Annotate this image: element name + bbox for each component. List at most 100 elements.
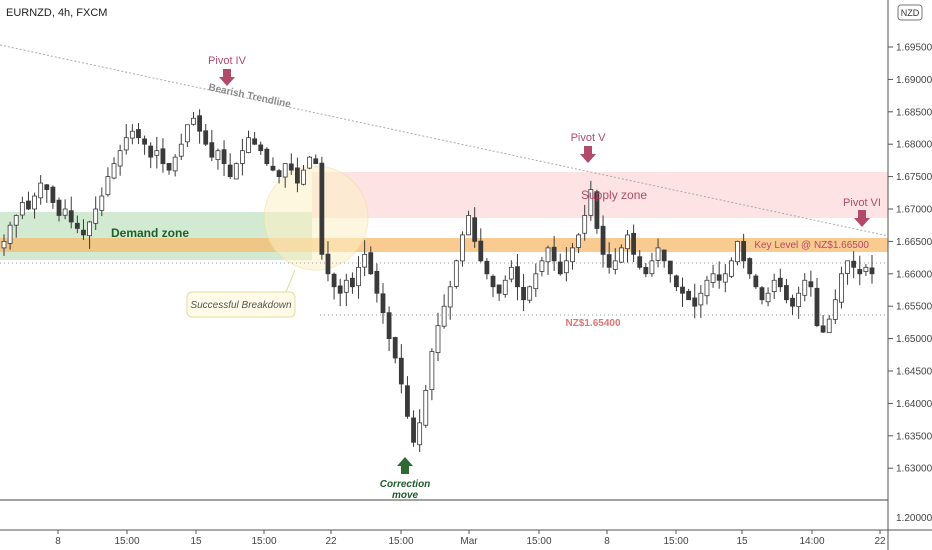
currency-badge-label: NZD [901,8,920,18]
candle-body-bearish [557,261,563,275]
candle-body-bullish [129,130,135,139]
candle-body-bearish [374,270,380,294]
y-tick-label: 1.63500 [896,431,932,442]
candle-body-bullish [771,279,777,292]
currency-badge[interactable]: NZD [897,4,923,21]
candle-body-bullish [453,260,459,287]
candle-body-bullish [429,351,435,391]
candle-body-bullish [356,266,361,287]
candle-body-bullish [154,150,160,156]
candle-body-bearish [197,115,203,132]
candles-layer [1,109,875,453]
candle-body-bearish [50,186,56,203]
y-tick-label: 1.69000 [896,75,932,86]
candle-body-bearish [227,164,233,177]
candle-body-bearish [56,199,62,216]
y-tick-label: 1.68000 [896,140,932,151]
candle-body-bullish [845,260,850,274]
candle-body-bullish [19,202,25,216]
candle-body-bullish [105,176,111,196]
candle-body-bearish [405,385,410,417]
candle-body-bearish [136,129,141,139]
candle-body-bullish [863,266,869,272]
candle-body-bullish [282,163,288,178]
candle-body-bullish [307,156,313,169]
candle-body-bearish [81,229,86,236]
candle-body-bullish [649,260,655,275]
candle-body-bearish [411,417,416,443]
candle-body-bullish [533,273,539,290]
candle-body-bullish [802,279,808,296]
candle-body-bearish [148,145,154,158]
x-tick-label: 15 [190,536,202,547]
breakdown-callout-box [186,291,296,318]
candle-body-bearish [252,138,258,145]
candle-body-bullish [447,286,453,308]
candle-body-bullish [93,208,99,224]
breakdown-callout-text: Successful Breakdown [190,300,292,311]
candle-body-bullish [111,163,117,179]
candle-body-bullish [13,215,19,226]
candle-body-bullish [123,137,129,151]
breakdown-highlight-circle [263,165,369,271]
x-tick-label: 15:00 [251,536,276,547]
candle-body-bullish [832,299,838,320]
candle-body-bearish [68,210,74,223]
candle-body-bearish [331,273,337,288]
candle-body-bearish [288,163,294,171]
candle-body-bearish [759,287,765,301]
candle-body-bearish [44,184,50,190]
candle-body-bullish [233,163,239,180]
candle-body-bearish [820,325,826,333]
y-tick-label: 1.67500 [896,172,932,183]
y-tick-label: 1.64000 [896,399,932,410]
candle-body-bullish [618,247,624,263]
candle-body-bullish [466,215,471,236]
candle-body-bearish [661,249,667,262]
candle-body-bullish [570,247,575,263]
y-tick-label: 1.69500 [896,43,932,54]
candle-body-bearish [496,284,502,294]
candle-body-bullish [698,292,704,306]
pivot-iv-label: Pivot IV [208,55,247,67]
candle-body-bullish [563,260,569,274]
candle-body-bullish [191,117,196,125]
demand-zone-label: Demand zone [111,226,189,240]
plot-area[interactable] [0,0,888,530]
nz-level-label: NZ$1.65400 [565,318,620,329]
candle-body-bullish [62,208,68,216]
candle-body-bullish [215,150,221,161]
candle-body-bearish [673,275,679,288]
candle-body-bullish [178,143,184,157]
candle-body-bearish [784,285,789,301]
breakdown-callout-pointer [285,269,296,293]
candle-body-bearish [368,252,374,275]
price-axis[interactable]: 1.69500 1.69000 1.68500 1.68000 1.67500 1.670… [888,43,932,525]
candle-body-bullish [1,240,7,249]
candle-body-bullish [441,305,447,327]
candle-body-bullish [246,137,251,153]
candle-body-bullish [32,195,37,210]
candle-body-bearish [869,267,875,275]
y-tick-label: 1.65000 [896,334,932,345]
candle-body-bearish [203,130,209,145]
candle-body-bullish [826,318,832,334]
candle-body-bearish [386,312,392,340]
candle-body-bearish [276,170,282,178]
key-level-label: Key Level @ NZ$1.66500 [754,240,869,251]
candle-body-bearish [515,266,520,288]
time-axis[interactable]: 8 15:00 15 15:00 22 15:00 Mar 15:00 8 15:00 15 14:0… [55,530,886,547]
candle-body-bearish [166,162,172,171]
candle-body-bearish [741,241,747,262]
candle-body-bullish [704,279,710,297]
x-tick-label: 15:00 [114,536,139,547]
x-tick-label: 8 [55,536,61,547]
candle-body-bullish [839,273,844,303]
y-tick-label: 1.67000 [896,205,932,216]
y-tick-label: 1.63000 [896,464,932,475]
candle-body-bullish [612,260,618,270]
candle-body-bearish [313,158,319,165]
candle-body-bearish [484,260,490,275]
candle-body-bearish [398,357,404,385]
